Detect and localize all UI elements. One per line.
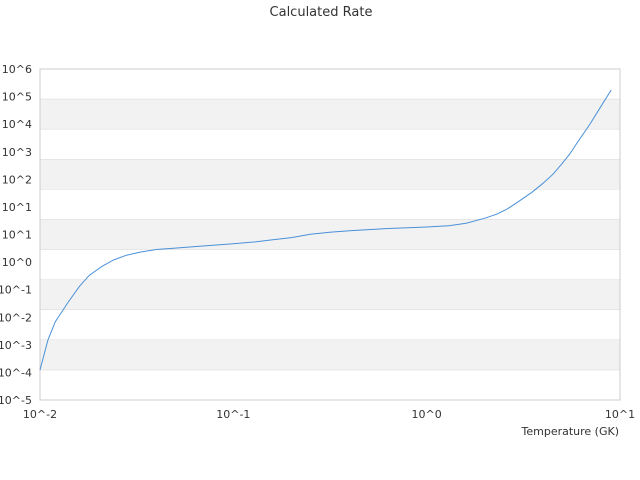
grid-band	[40, 99, 620, 130]
grid-band	[40, 339, 620, 370]
y-tick-label: 10^-3	[0, 339, 32, 352]
rate-series-line	[39, 89, 612, 371]
y-tick-label: 10^-4	[0, 366, 32, 379]
y-tick-label: 10^-2	[0, 311, 32, 324]
grid-band	[40, 159, 620, 190]
x-tick-label: 10^-2	[23, 408, 57, 421]
y-tick-label: 10^-5	[0, 394, 32, 407]
plot-area-border	[39, 68, 621, 401]
x-axis-title: Temperature (GK)	[521, 425, 620, 438]
x-tick-label: 10^0	[412, 408, 442, 421]
y-axis-ticks: 10^6 10^5 10^4 10^3 10^2 10^1 10^1 10^0 10^-1 10^…	[0, 63, 32, 407]
y-tick-label: 10^1	[2, 201, 32, 214]
chart-title: Calculated Rate	[270, 5, 373, 20]
y-tick-label: 10^5	[2, 91, 32, 104]
y-tick-label: 10^-1	[0, 284, 32, 297]
grid-bands	[40, 99, 620, 370]
y-tick-label: 10^3	[2, 146, 32, 159]
y-tick-label: 10^4	[2, 118, 32, 131]
y-tick-label: 10^0	[2, 256, 32, 269]
y-tick-label: 10^6	[2, 63, 32, 76]
x-tick-label: 10^-1	[216, 408, 250, 421]
grid-band	[40, 279, 620, 310]
y-tick-label: 10^1	[2, 229, 32, 242]
y-tick-label: 10^2	[2, 173, 32, 186]
grid-band	[40, 219, 620, 250]
x-tick-label: 10^1	[605, 408, 635, 421]
x-axis-ticks: 10^-2 10^-1 10^0 10^1	[23, 408, 635, 421]
